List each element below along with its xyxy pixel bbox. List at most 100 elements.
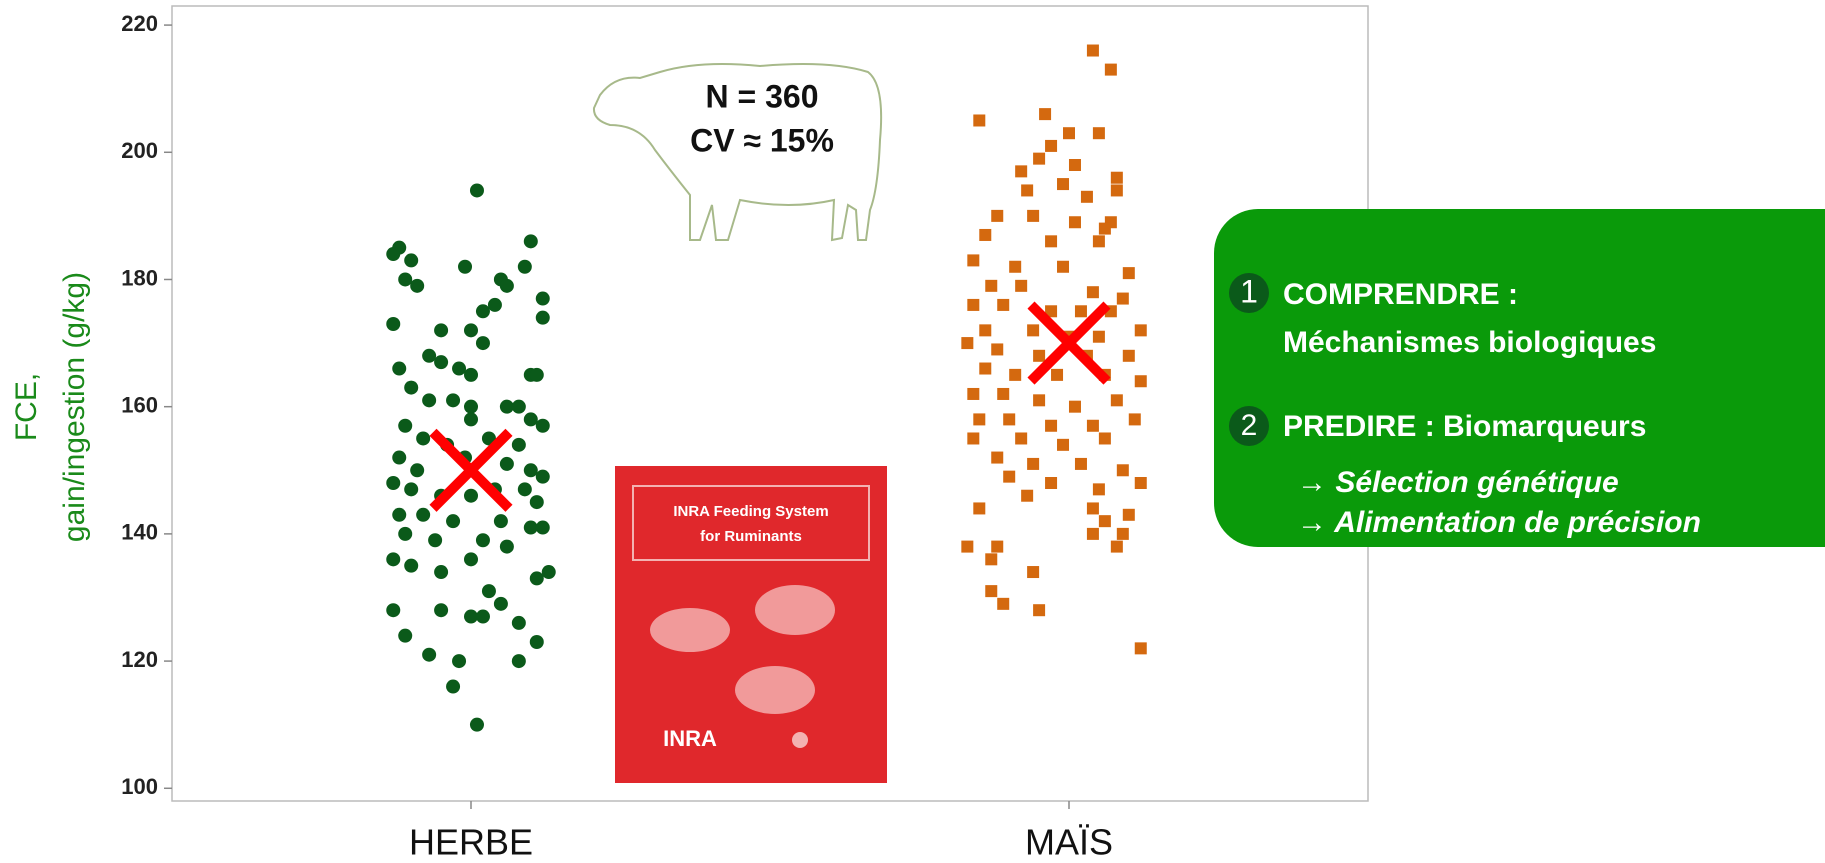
point (1122, 349, 1135, 362)
point (1086, 527, 1099, 540)
point (410, 278, 425, 293)
point (1027, 209, 1040, 222)
point (985, 279, 998, 292)
point (1116, 292, 1129, 305)
point (1003, 470, 1016, 483)
point (1116, 527, 1129, 540)
point (1134, 324, 1147, 337)
point (1027, 566, 1040, 579)
point (469, 183, 484, 198)
book-title: INRA Feeding System (673, 503, 828, 520)
point (535, 469, 550, 484)
point (1009, 260, 1022, 273)
point (973, 114, 986, 127)
point (1057, 438, 1070, 451)
point (529, 367, 544, 382)
point (1128, 413, 1141, 426)
point (991, 451, 1004, 464)
point (511, 615, 526, 630)
point (475, 336, 490, 351)
y-tick-label: 140 (121, 520, 158, 545)
point (386, 317, 401, 331)
point (446, 679, 461, 694)
callout-bullet: → Sélection génétique (1297, 466, 1619, 499)
point (1068, 216, 1081, 229)
point (398, 272, 413, 287)
point (1080, 190, 1093, 203)
point (1068, 159, 1081, 171)
point (997, 597, 1010, 610)
point (973, 413, 986, 426)
point (991, 343, 1004, 356)
point (979, 362, 992, 375)
point (404, 380, 419, 395)
point (386, 552, 401, 567)
y-axis-label: gain/ingestion (g/kg) (58, 272, 91, 542)
point (434, 565, 449, 580)
point (1110, 540, 1123, 553)
point (1092, 483, 1105, 496)
x-tick-label: HERBE (409, 822, 533, 863)
point (1057, 178, 1070, 191)
x-tick-label: MAÏS (1025, 822, 1113, 863)
y-tick-label: 200 (121, 138, 158, 163)
point (985, 585, 998, 598)
point (979, 324, 992, 337)
point (398, 418, 413, 433)
point (386, 603, 401, 618)
point (493, 596, 508, 611)
point (517, 259, 532, 274)
point (529, 495, 544, 510)
point (1086, 419, 1099, 432)
point (1021, 184, 1034, 197)
point (464, 367, 478, 382)
point (523, 234, 538, 249)
point (1098, 515, 1111, 528)
callout-bullet: → Alimentation de précision (1297, 506, 1701, 539)
point (1063, 127, 1075, 140)
number-badge (1229, 406, 1269, 446)
point (404, 253, 419, 268)
point (967, 432, 980, 445)
point (961, 337, 974, 350)
point (422, 393, 437, 408)
point (1033, 604, 1046, 617)
book-title: for Ruminants (700, 528, 802, 545)
point (511, 437, 526, 452)
point (475, 609, 490, 624)
point (1045, 419, 1058, 432)
point (1086, 44, 1099, 57)
point (404, 558, 419, 573)
point (1134, 642, 1147, 655)
point (458, 259, 473, 274)
y-tick-label: 180 (121, 265, 158, 290)
point (511, 654, 526, 669)
point (386, 476, 401, 490)
point (1122, 267, 1135, 280)
y-tick-label: 100 (121, 774, 158, 799)
point (1134, 477, 1147, 489)
point (434, 355, 449, 370)
callout-text: Méchanismes biologiques (1283, 326, 1656, 359)
number: 2 (1241, 409, 1258, 442)
point (1110, 171, 1123, 184)
point (1122, 508, 1135, 521)
y-tick-label: 120 (121, 647, 158, 672)
point (967, 387, 980, 400)
point (434, 603, 449, 618)
point (1039, 108, 1052, 121)
point (464, 412, 478, 427)
y-axis-label: FCE, (10, 373, 43, 441)
point (422, 348, 437, 363)
point (1057, 260, 1070, 273)
y-tick-label: 220 (121, 11, 158, 36)
point (997, 298, 1010, 311)
point (464, 552, 478, 567)
point (487, 297, 502, 312)
point (1051, 368, 1064, 381)
mean-stroke (429, 428, 513, 512)
point (1092, 235, 1105, 248)
point (416, 507, 431, 522)
point (1009, 368, 1022, 381)
point (967, 298, 980, 311)
